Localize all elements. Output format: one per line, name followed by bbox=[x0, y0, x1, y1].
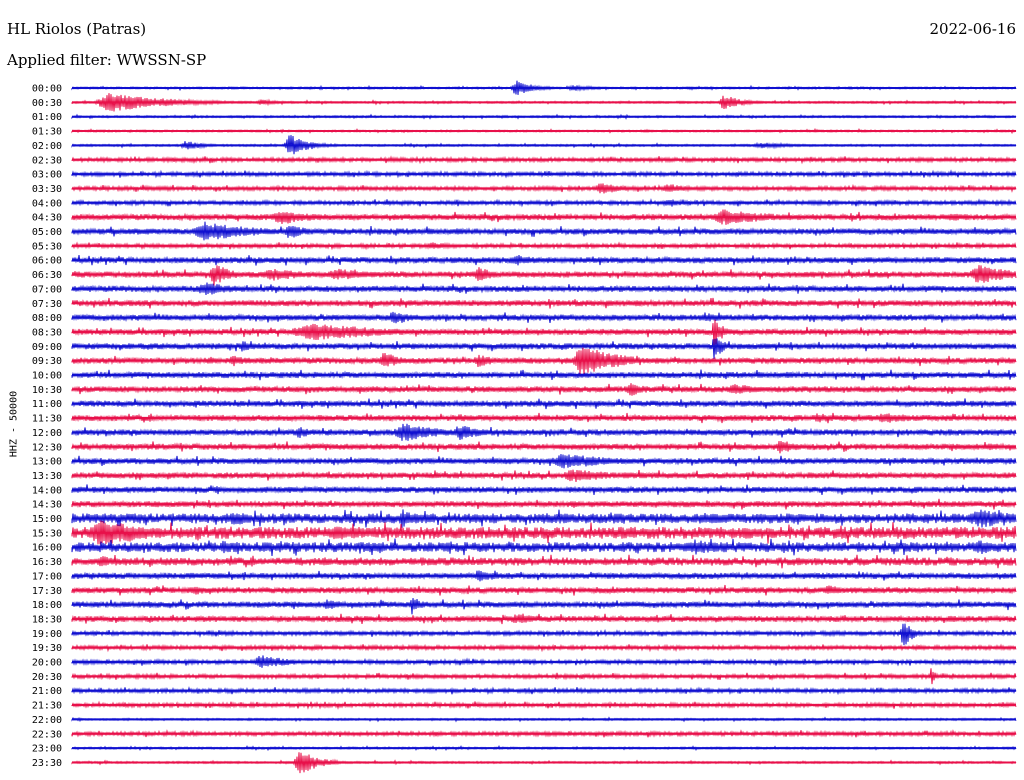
time-tick-label: 15:00 bbox=[32, 514, 62, 525]
time-tick-label: 06:30 bbox=[32, 270, 62, 281]
time-tick-label: 17:00 bbox=[32, 571, 62, 582]
time-tick-label: 08:30 bbox=[32, 327, 62, 338]
time-tick-label: 00:00 bbox=[32, 84, 62, 95]
recording-date: 2022-06-16 bbox=[929, 20, 1016, 38]
time-tick-label: 12:30 bbox=[32, 442, 62, 453]
time-tick-label: 14:30 bbox=[32, 500, 62, 511]
time-tick-label: 05:30 bbox=[32, 241, 62, 252]
time-tick-label: 09:30 bbox=[32, 356, 62, 367]
time-tick-label: 10:30 bbox=[32, 385, 62, 396]
time-tick-label: 01:00 bbox=[32, 112, 62, 123]
time-tick-label: 01:30 bbox=[32, 127, 62, 138]
time-tick-label: 22:30 bbox=[32, 729, 62, 740]
time-tick-label: 21:30 bbox=[32, 701, 62, 712]
time-tick-label: 04:30 bbox=[32, 213, 62, 224]
time-tick-label: 20:30 bbox=[32, 672, 62, 683]
time-tick-label: 17:30 bbox=[32, 586, 62, 597]
filter-label: Applied filter: WWSSN-SP bbox=[7, 51, 207, 69]
time-tick-label: 04:00 bbox=[32, 198, 62, 209]
time-tick-label: 03:30 bbox=[32, 184, 62, 195]
time-tick-label: 06:00 bbox=[32, 256, 62, 267]
time-tick-label: 14:00 bbox=[32, 485, 62, 496]
time-tick-label: 02:30 bbox=[32, 155, 62, 166]
time-tick-label: 21:00 bbox=[32, 686, 62, 697]
time-tick-labels: 00:00 00:30 01:00 01:30 02:00 02:30 03:00 03:30… bbox=[32, 84, 62, 769]
time-tick-label: 15:30 bbox=[32, 528, 62, 539]
time-tick-label: 23:30 bbox=[32, 758, 62, 769]
seismogram-traces bbox=[71, 80, 1017, 774]
time-tick-label: 10:00 bbox=[32, 371, 62, 382]
station-name: HL Riolos (Patras) bbox=[7, 20, 147, 38]
time-tick-label: 20:00 bbox=[32, 658, 62, 669]
time-tick-label: 22:00 bbox=[32, 715, 62, 726]
time-tick-label: 23:00 bbox=[32, 744, 62, 755]
time-tick-label: 05:00 bbox=[32, 227, 62, 238]
time-tick-label: 16:00 bbox=[32, 543, 62, 554]
time-tick-label: 19:00 bbox=[32, 629, 62, 640]
time-tick-label: 00:30 bbox=[32, 98, 62, 109]
time-tick-label: 18:30 bbox=[32, 614, 62, 625]
time-tick-label: 16:30 bbox=[32, 557, 62, 568]
time-tick-label: 02:00 bbox=[32, 141, 62, 152]
time-tick-label: 13:30 bbox=[32, 471, 62, 482]
time-tick-label: 12:00 bbox=[32, 428, 62, 439]
time-tick-label: 19:30 bbox=[32, 643, 62, 654]
trace-1900 bbox=[71, 623, 1017, 646]
time-tick-label: 13:00 bbox=[32, 457, 62, 468]
trace-1800 bbox=[71, 598, 1017, 615]
time-tick-label: 11:30 bbox=[32, 414, 62, 425]
time-tick-label: 09:00 bbox=[32, 342, 62, 353]
time-tick-label: 18:00 bbox=[32, 600, 62, 611]
time-tick-label: 08:00 bbox=[32, 313, 62, 324]
time-tick-label: 07:30 bbox=[32, 299, 62, 310]
time-tick-label: 03:00 bbox=[32, 170, 62, 181]
time-tick-label: 07:00 bbox=[32, 284, 62, 295]
trace-0900 bbox=[71, 338, 1017, 359]
time-tick-label: 11:00 bbox=[32, 399, 62, 410]
